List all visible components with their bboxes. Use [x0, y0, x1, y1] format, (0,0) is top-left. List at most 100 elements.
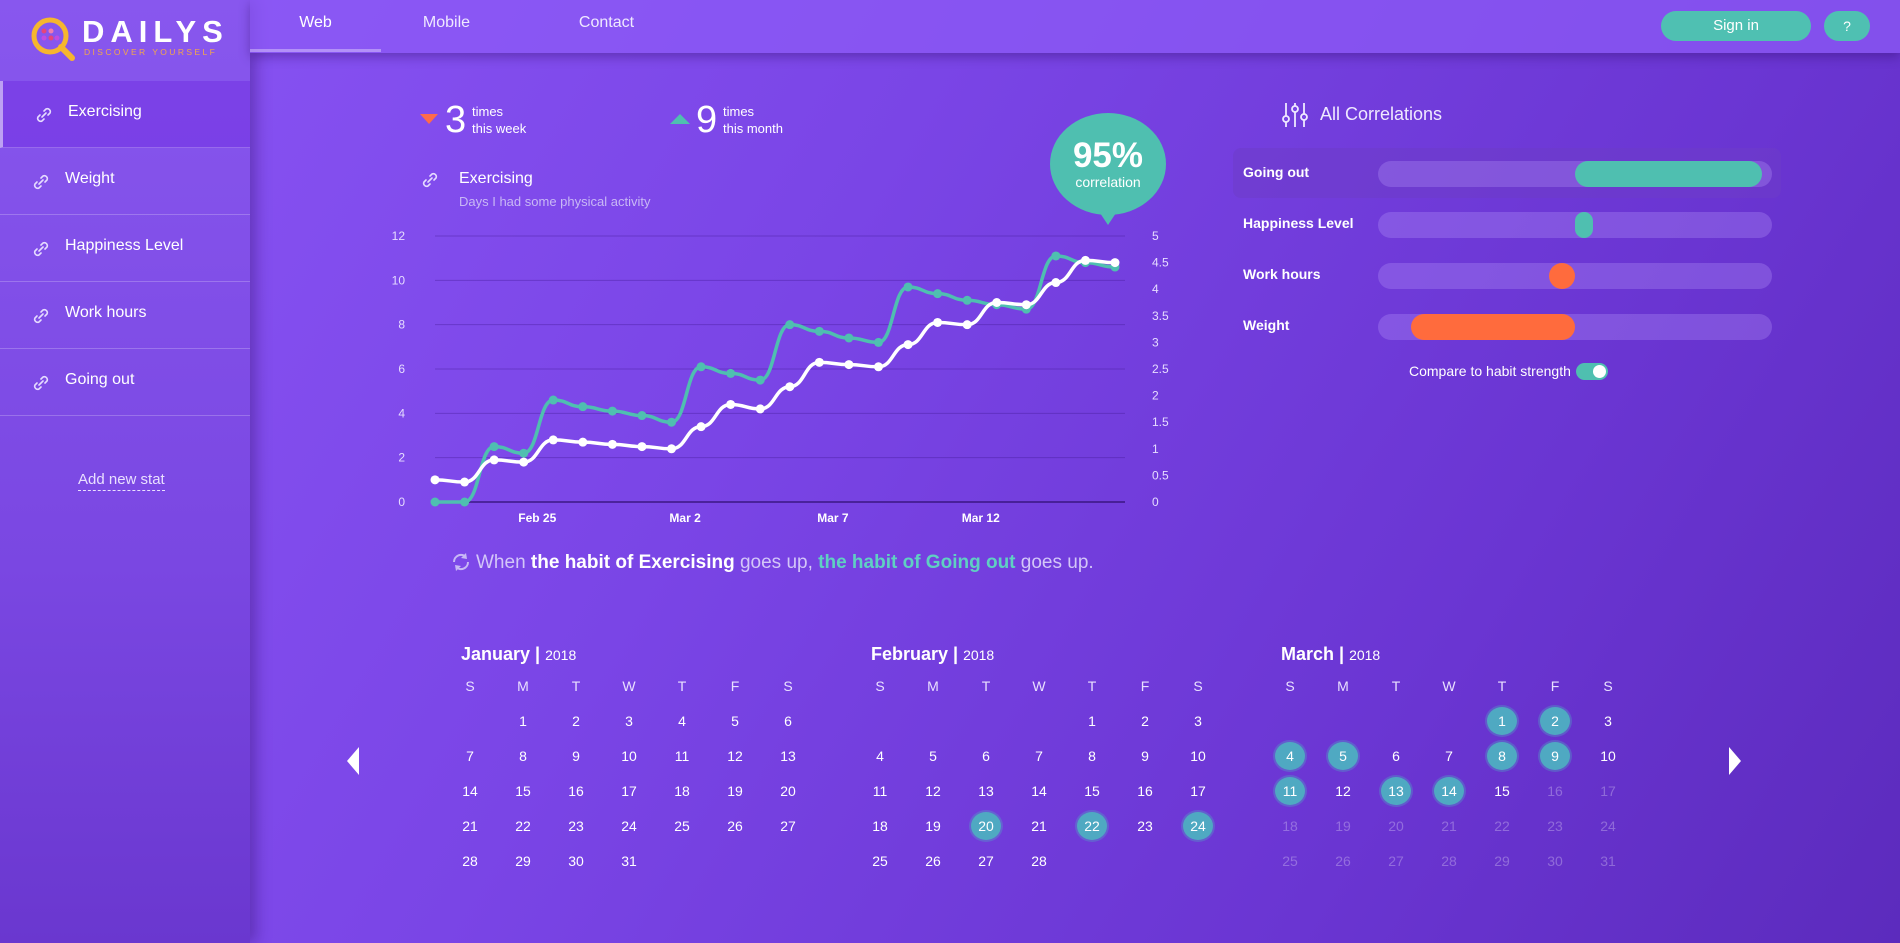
calendar-day[interactable]: 17 — [1600, 783, 1616, 799]
calendar-day[interactable]: 28 — [462, 853, 478, 869]
calendar-day[interactable]: 27 — [780, 818, 796, 834]
calendar-day[interactable]: 12 — [727, 748, 743, 764]
calendar-day[interactable]: 17 — [1190, 783, 1206, 799]
add-new-stat-link[interactable]: Add new stat — [78, 471, 165, 491]
calendar-day[interactable]: 12 — [925, 783, 941, 799]
tab-contact[interactable]: Contact — [578, 14, 635, 31]
calendar-day[interactable]: 22 — [515, 818, 531, 834]
calendar-day[interactable]: 6 — [982, 748, 990, 764]
calendar-day-done[interactable]: 20 — [971, 812, 1001, 840]
calendar-day[interactable]: 6 — [1392, 748, 1400, 764]
calendar-day[interactable]: 2 — [1141, 713, 1149, 729]
calendar-day-done[interactable]: 9 — [1540, 742, 1570, 770]
calendar-day[interactable]: 18 — [674, 783, 690, 799]
calendar-day[interactable]: 7 — [1035, 748, 1043, 764]
sidebar-item-happiness-level[interactable]: Happiness Level — [0, 215, 250, 282]
calendar-day[interactable]: 26 — [1335, 853, 1351, 869]
calendar-day-done[interactable]: 24 — [1183, 812, 1213, 840]
calendar-day[interactable]: 25 — [674, 818, 690, 834]
calendar-day[interactable]: 16 — [1137, 783, 1153, 799]
calendar-day[interactable]: 24 — [621, 818, 637, 834]
calendar-day[interactable]: 10 — [621, 748, 637, 764]
calendar-day[interactable]: 5 — [929, 748, 937, 764]
tab-web[interactable]: Web — [250, 0, 381, 53]
calendar-day[interactable]: 28 — [1441, 853, 1457, 869]
calendar-day[interactable]: 14 — [1031, 783, 1047, 799]
calendar-day[interactable]: 28 — [1031, 853, 1047, 869]
correlation-row[interactable]: Work hours — [1233, 250, 1781, 300]
calendar-day[interactable]: 29 — [1494, 853, 1510, 869]
calendar-day[interactable]: 18 — [1282, 818, 1298, 834]
calendar-day[interactable]: 25 — [1282, 853, 1298, 869]
calendar-day[interactable]: 3 — [1194, 713, 1202, 729]
calendar-day[interactable]: 15 — [1494, 783, 1510, 799]
calendar-day-done[interactable]: 14 — [1434, 777, 1464, 805]
calendar-day[interactable]: 4 — [876, 748, 884, 764]
calendar-day[interactable]: 7 — [466, 748, 474, 764]
calendar-day[interactable]: 26 — [925, 853, 941, 869]
calendar-day[interactable]: 30 — [1547, 853, 1563, 869]
calendar-day[interactable]: 21 — [462, 818, 478, 834]
calendar-day[interactable]: 11 — [872, 783, 888, 799]
calendar-day-done[interactable]: 1 — [1487, 707, 1517, 735]
calendar-day[interactable]: 25 — [872, 853, 888, 869]
calendar-day[interactable]: 22 — [1494, 818, 1510, 834]
calendar-day[interactable]: 4 — [678, 713, 686, 729]
sidebar-item-weight[interactable]: Weight — [0, 148, 250, 215]
calendar-day[interactable]: 9 — [572, 748, 580, 764]
calendar-day[interactable]: 26 — [727, 818, 743, 834]
calendar-day[interactable]: 3 — [625, 713, 633, 729]
calendar-day[interactable]: 27 — [978, 853, 994, 869]
calendar-day-done[interactable]: 5 — [1328, 742, 1358, 770]
calendar-day[interactable]: 13 — [780, 748, 796, 764]
calendar-day[interactable]: 11 — [674, 748, 690, 764]
sign-in-button[interactable]: Sign in — [1661, 11, 1811, 41]
calendar-day[interactable]: 20 — [780, 783, 796, 799]
calendar-day[interactable]: 1 — [1088, 713, 1096, 729]
help-button[interactable]: ? — [1824, 11, 1870, 41]
calendar-day[interactable]: 3 — [1604, 713, 1612, 729]
calendar-day-done[interactable]: 4 — [1275, 742, 1305, 770]
calendar-day[interactable]: 23 — [568, 818, 584, 834]
calendar-day[interactable]: 29 — [515, 853, 531, 869]
calendar-day-done[interactable]: 2 — [1540, 707, 1570, 735]
calendar-day[interactable]: 8 — [1088, 748, 1096, 764]
compare-toggle[interactable] — [1576, 363, 1608, 380]
sidebar-item-exercising[interactable]: Exercising — [0, 81, 250, 148]
calendar-day[interactable]: 24 — [1600, 818, 1616, 834]
calendar-day[interactable]: 16 — [568, 783, 584, 799]
prev-month-arrow[interactable] — [345, 745, 361, 777]
calendar-day[interactable]: 27 — [1388, 853, 1404, 869]
calendar-day-done[interactable]: 11 — [1275, 777, 1305, 805]
calendar-day[interactable]: 31 — [621, 853, 637, 869]
calendar-day[interactable]: 13 — [978, 783, 994, 799]
calendar-day[interactable]: 30 — [568, 853, 584, 869]
calendar-day[interactable]: 18 — [872, 818, 888, 834]
calendar-day[interactable]: 15 — [515, 783, 531, 799]
calendar-day[interactable]: 16 — [1547, 783, 1563, 799]
calendar-day[interactable]: 21 — [1441, 818, 1457, 834]
calendar-day[interactable]: 1 — [519, 713, 527, 729]
calendar-day[interactable]: 5 — [731, 713, 739, 729]
sidebar-item-work-hours[interactable]: Work hours — [0, 282, 250, 349]
sidebar-item-going-out[interactable]: Going out — [0, 349, 250, 416]
calendar-day[interactable]: 17 — [621, 783, 637, 799]
calendar-day-done[interactable]: 8 — [1487, 742, 1517, 770]
correlation-row[interactable]: Going out — [1233, 148, 1781, 198]
calendar-day[interactable]: 10 — [1600, 748, 1616, 764]
calendar-day[interactable]: 19 — [727, 783, 743, 799]
calendar-day-done[interactable]: 22 — [1077, 812, 1107, 840]
calendar-day[interactable]: 10 — [1190, 748, 1206, 764]
calendar-day[interactable]: 23 — [1547, 818, 1563, 834]
calendar-day[interactable]: 6 — [784, 713, 792, 729]
calendar-day[interactable]: 21 — [1031, 818, 1047, 834]
calendar-day[interactable]: 31 — [1600, 853, 1616, 869]
calendar-day[interactable]: 19 — [925, 818, 941, 834]
calendar-day[interactable]: 15 — [1084, 783, 1100, 799]
correlation-row[interactable]: Weight — [1233, 301, 1781, 351]
calendar-day[interactable]: 12 — [1335, 783, 1351, 799]
calendar-day[interactable]: 7 — [1445, 748, 1453, 764]
calendar-day[interactable]: 9 — [1141, 748, 1149, 764]
next-month-arrow[interactable] — [1727, 745, 1743, 777]
calendar-day[interactable]: 19 — [1335, 818, 1351, 834]
